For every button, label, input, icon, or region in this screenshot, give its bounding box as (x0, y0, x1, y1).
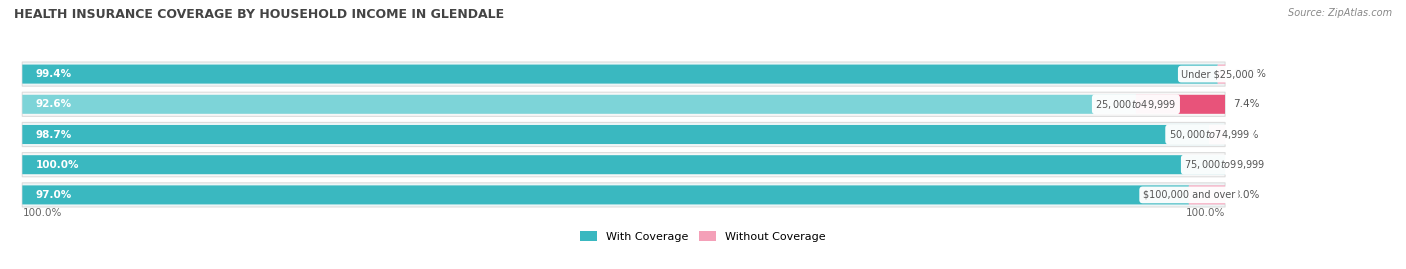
Legend: With Coverage, Without Coverage: With Coverage, Without Coverage (576, 226, 830, 246)
Text: 1.3%: 1.3% (1233, 129, 1260, 140)
Text: 97.0%: 97.0% (35, 190, 72, 200)
FancyBboxPatch shape (22, 65, 1218, 84)
FancyBboxPatch shape (22, 62, 1225, 86)
Text: 3.0%: 3.0% (1233, 190, 1260, 200)
Text: $100,000 and over: $100,000 and over (1143, 190, 1234, 200)
FancyBboxPatch shape (22, 95, 1136, 114)
FancyBboxPatch shape (22, 183, 1225, 207)
FancyBboxPatch shape (1218, 65, 1225, 84)
Text: $25,000 to $49,999: $25,000 to $49,999 (1095, 98, 1177, 111)
FancyBboxPatch shape (1136, 95, 1225, 114)
Text: 92.6%: 92.6% (35, 99, 72, 109)
Text: 7.4%: 7.4% (1233, 99, 1260, 109)
FancyBboxPatch shape (1188, 185, 1225, 204)
Text: $75,000 to $99,999: $75,000 to $99,999 (1184, 158, 1265, 171)
FancyBboxPatch shape (1209, 125, 1225, 144)
Text: 0.62%: 0.62% (1233, 69, 1267, 79)
Text: 100.0%: 100.0% (35, 160, 79, 170)
FancyBboxPatch shape (22, 185, 1189, 204)
FancyBboxPatch shape (22, 155, 1225, 174)
FancyBboxPatch shape (22, 92, 1225, 116)
Text: $50,000 to $74,999: $50,000 to $74,999 (1168, 128, 1250, 141)
Text: 99.4%: 99.4% (35, 69, 72, 79)
Text: 100.0%: 100.0% (22, 208, 62, 218)
FancyBboxPatch shape (22, 125, 1209, 144)
Text: HEALTH INSURANCE COVERAGE BY HOUSEHOLD INCOME IN GLENDALE: HEALTH INSURANCE COVERAGE BY HOUSEHOLD I… (14, 8, 505, 21)
Text: Source: ZipAtlas.com: Source: ZipAtlas.com (1288, 8, 1392, 18)
Text: 100.0%: 100.0% (1185, 208, 1225, 218)
FancyBboxPatch shape (22, 122, 1225, 147)
Text: 0.0%: 0.0% (1233, 160, 1260, 170)
Text: Under $25,000: Under $25,000 (1181, 69, 1254, 79)
Text: 98.7%: 98.7% (35, 129, 72, 140)
FancyBboxPatch shape (22, 153, 1225, 177)
